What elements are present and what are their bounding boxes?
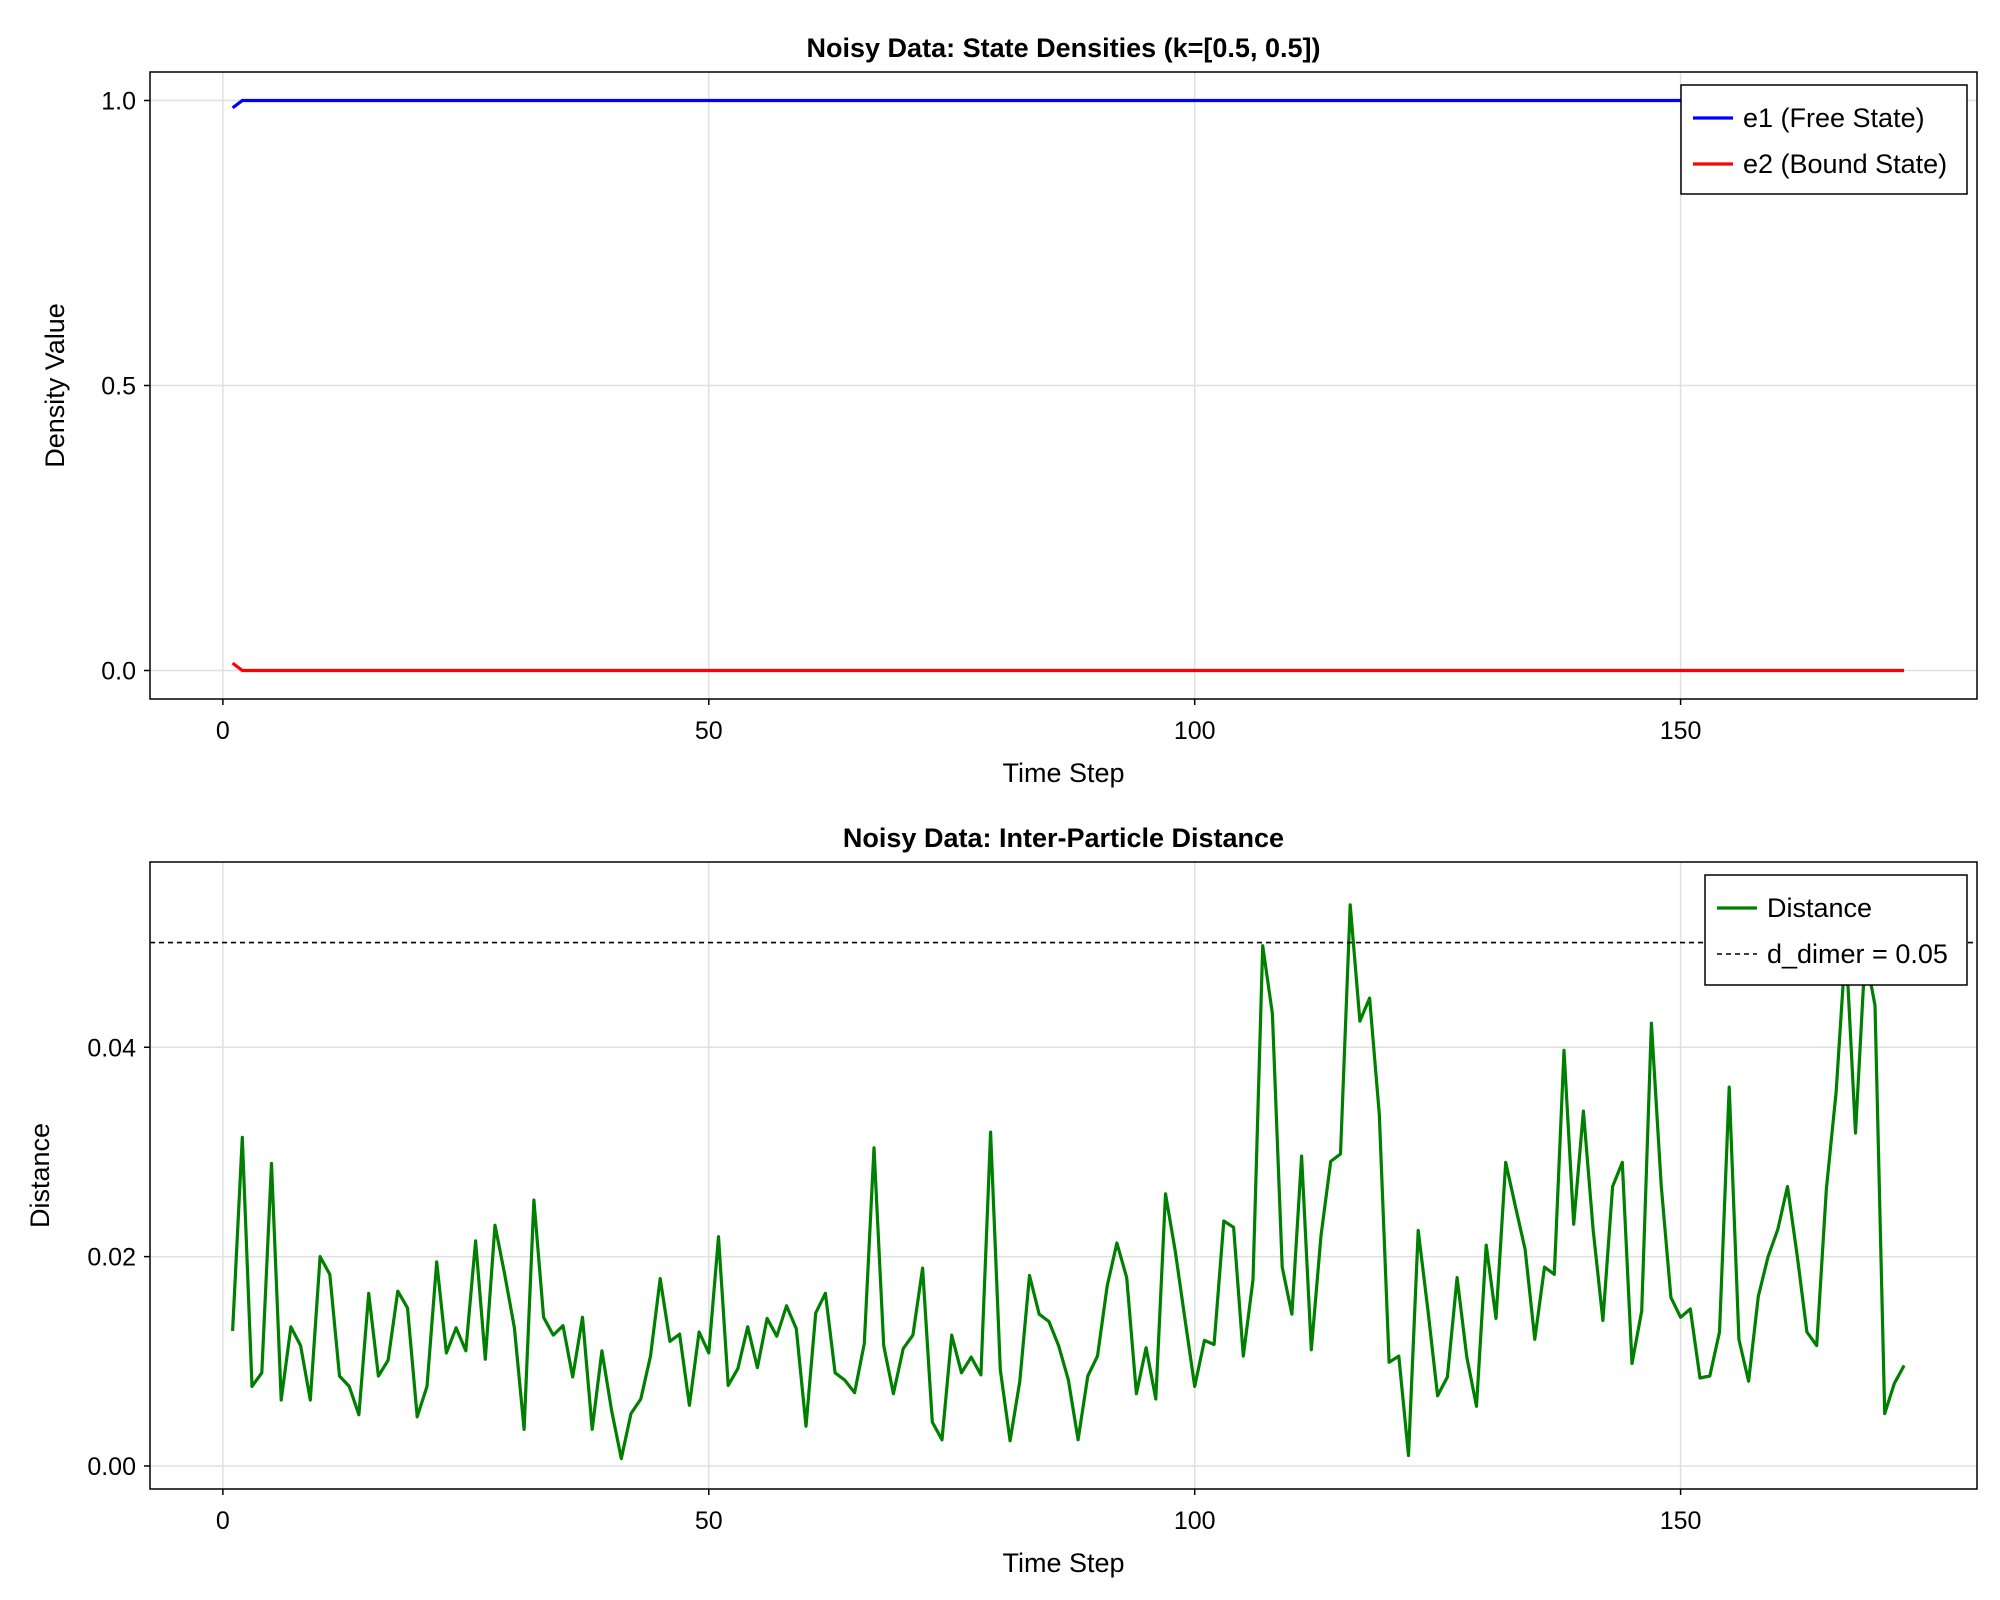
density-x-axis-label: Time Step	[1002, 758, 1124, 788]
distance-chart-title: Noisy Data: Inter-Particle Distance	[843, 823, 1284, 853]
distance-legend-label: Distance	[1767, 893, 1872, 923]
density-x-tick-label: 50	[695, 717, 723, 745]
distance-x-tick-label: 100	[1174, 1507, 1216, 1535]
density-legend: e1 (Free State) e2 (Bound State)	[1680, 84, 1968, 195]
distance-chart: 0 50 100 150 0.00 0.02 0.04 Noisy Data: Inter…	[25, 823, 1978, 1578]
distance-x-ticks: 0 50 100 150	[216, 1489, 1702, 1535]
density-y-axis-label: Density Value	[40, 303, 70, 468]
distance-x-tick-label: 0	[216, 1507, 230, 1535]
distance-x-axis-label: Time Step	[1002, 1548, 1124, 1578]
distance-series	[150, 903, 1977, 1461]
density-series	[231, 98, 1905, 673]
distance-plot-frame	[149, 861, 1978, 1490]
distance-y-ticks: 0.00 0.02 0.04	[87, 1034, 150, 1481]
distance-y-axis-label: Distance	[25, 1123, 55, 1228]
density-legend-box	[1680, 84, 1968, 195]
density-x-tick-label: 150	[1660, 717, 1702, 745]
distance-y-tick-label: 0.02	[87, 1244, 136, 1272]
distance-legend: Distance d_dimer = 0.05	[1704, 874, 1968, 986]
density-legend-label: e1 (Free State)	[1743, 103, 1925, 133]
density-y-tick-label: 1.0	[101, 88, 136, 116]
distance-x-tick-label: 150	[1660, 1507, 1702, 1535]
density-series-line-1	[231, 661, 1905, 673]
density-y-ticks: 0.0 0.5 1.0	[101, 88, 150, 686]
density-legend-label: e2 (Bound State)	[1743, 149, 1947, 179]
distance-y-tick-label: 0.04	[87, 1034, 136, 1062]
density-series-line-0	[231, 98, 1905, 110]
distance-x-tick-label: 50	[695, 1507, 723, 1535]
distance-y-tick-label: 0.00	[87, 1453, 136, 1481]
density-x-ticks: 0 50 100 150	[216, 699, 1702, 745]
density-chart: 0 50 100 150 0.0 0.5 1.0 Noisy Data: State De…	[40, 33, 1978, 788]
density-x-tick-label: 0	[216, 717, 230, 745]
density-x-tick-label: 100	[1174, 717, 1216, 745]
density-chart-title: Noisy Data: State Densities (k=[0.5, 0.5…	[807, 33, 1321, 63]
density-y-tick-label: 0.5	[101, 373, 136, 401]
distance-legend-label: d_dimer = 0.05	[1767, 939, 1948, 969]
distance-legend-box	[1704, 874, 1968, 986]
distance-series-line-0	[231, 903, 1906, 1461]
density-y-tick-label: 0.0	[101, 658, 136, 686]
